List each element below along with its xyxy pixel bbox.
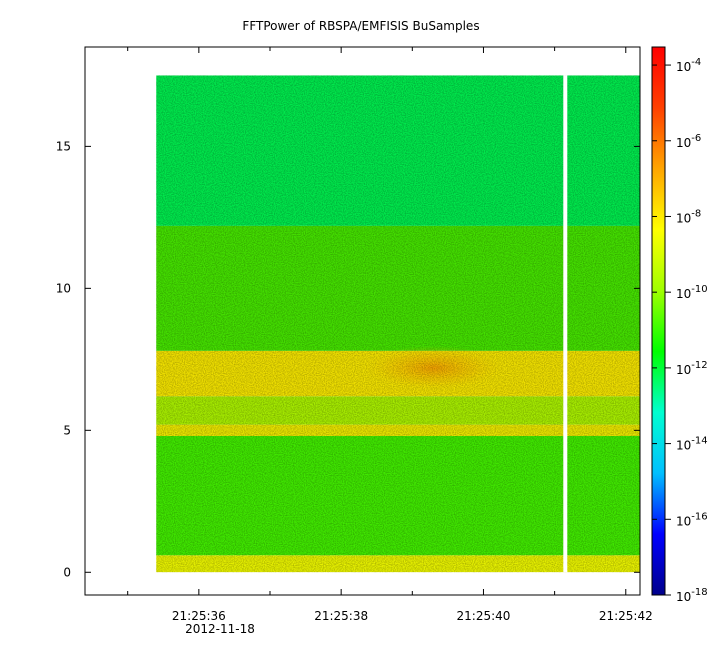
colorbar-tick-label: 10-16 bbox=[676, 511, 708, 528]
plot-frame bbox=[84, 46, 641, 596]
colorbar-tick-label: 10-6 bbox=[676, 133, 701, 150]
colorbar bbox=[652, 47, 665, 595]
colorbar-tick-label: 10-12 bbox=[676, 360, 708, 377]
data-gap bbox=[563, 75, 568, 573]
x-date-label: 2012-11-18 bbox=[185, 622, 255, 636]
y-tick-label: 5 bbox=[63, 423, 71, 437]
colorbar-tick-label: 10-10 bbox=[676, 284, 708, 301]
y-tick-label: 0 bbox=[63, 565, 71, 579]
colorbar-tick-label: 10-8 bbox=[676, 208, 701, 225]
x-tick-label: 21:25:38 bbox=[314, 609, 368, 623]
y-tick-label: 10 bbox=[56, 281, 71, 295]
y-tick-label: 15 bbox=[56, 139, 71, 153]
colorbar-tick-label: 10-18 bbox=[676, 587, 708, 604]
colorbar-tick-label: 10-4 bbox=[676, 57, 701, 74]
colorbar-frame bbox=[651, 46, 666, 596]
colorbar-tick-label: 10-14 bbox=[676, 436, 708, 453]
x-tick-label: 21:25:40 bbox=[457, 609, 511, 623]
chart-title: FFTPower of RBSPA/EMFISIS BuSamples bbox=[242, 19, 479, 33]
x-tick-label: 21:25:36 bbox=[172, 609, 226, 623]
heatmap-noise bbox=[156, 75, 640, 573]
x-tick-label: 21:25:42 bbox=[599, 609, 653, 623]
